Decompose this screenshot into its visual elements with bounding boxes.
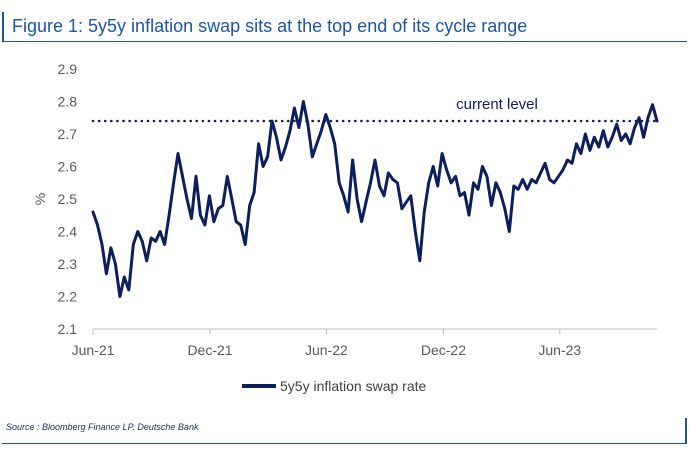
title-accent-bar	[2, 12, 4, 42]
y-tick-label: 2.9	[58, 61, 78, 77]
title-underline	[2, 5, 687, 42]
x-tick-label: Jun-23	[538, 342, 581, 358]
series-line-5y5y-inflation-swap-rate	[91, 100, 659, 298]
y-axis-label: %	[32, 193, 48, 205]
x-tick-label: Dec-22	[421, 342, 466, 358]
x-tick-label: Jun-21	[72, 342, 115, 358]
source-underline	[2, 433, 687, 444]
y-tick-label: 2.4	[58, 224, 78, 240]
source-accent-bar	[685, 418, 687, 444]
y-tick-label: 2.7	[58, 126, 78, 142]
current-level-annotation: current level	[456, 96, 538, 113]
y-tick-label: 2.1	[58, 321, 78, 337]
legend: 5y5y inflation swap rate	[242, 378, 427, 394]
y-axis-ticks: 2.1 2.2 2.3 2.4 2.5 2.6 2.7 2.8 2.9	[58, 61, 78, 337]
legend-label: 5y5y inflation swap rate	[280, 378, 427, 394]
x-axis: Jun-21 Dec-21 Jun-22 Dec-22 Jun-23	[72, 328, 657, 358]
x-tick-label: Dec-21	[187, 342, 232, 358]
reference-line-group: current level	[91, 96, 659, 123]
source-note: Source : Bloomberg Finance LP, Deutsche …	[6, 422, 199, 432]
y-tick-label: 2.2	[58, 289, 78, 305]
series-group	[91, 100, 659, 298]
figure-title: Figure 1: 5y5y inflation swap sits at th…	[12, 16, 528, 36]
y-tick-label: 2.8	[58, 94, 78, 110]
x-tick-label: Jun-22	[305, 342, 348, 358]
y-tick-label: 2.5	[58, 191, 78, 207]
y-tick-label: 2.3	[58, 256, 78, 272]
y-tick-label: 2.6	[58, 159, 78, 175]
